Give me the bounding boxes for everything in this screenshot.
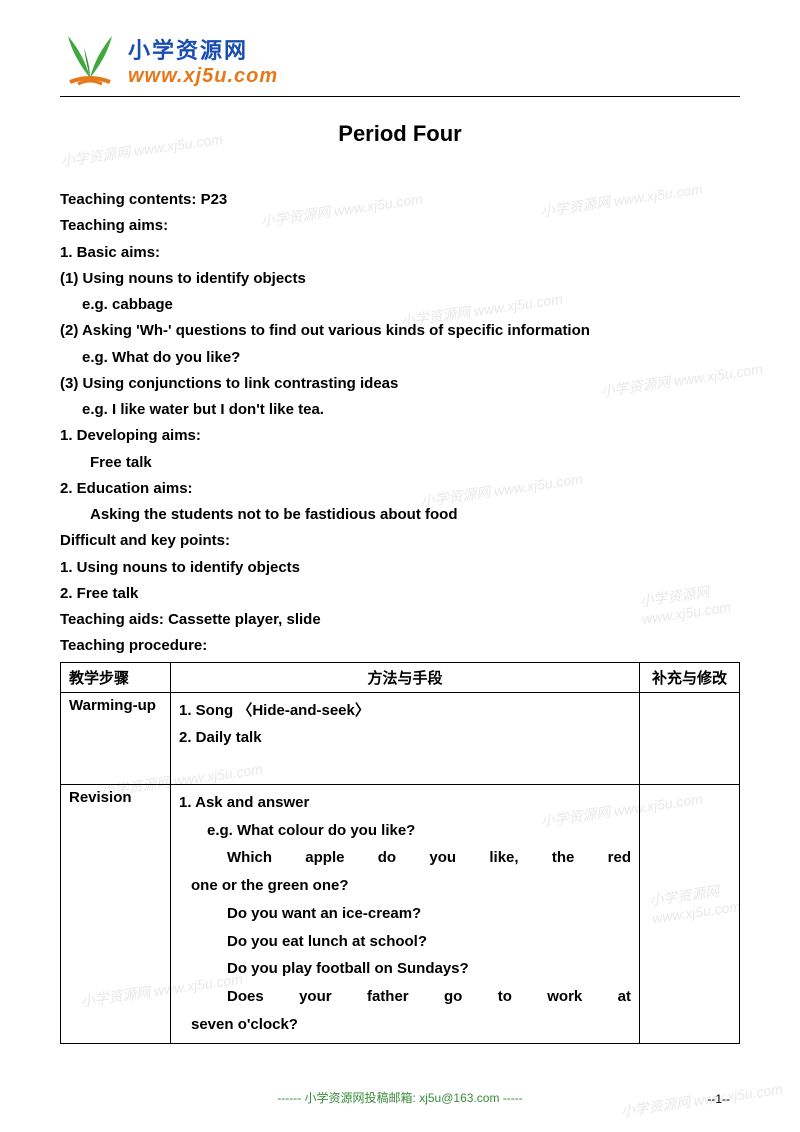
logo-url-text: www.xj5u.com [128,65,278,88]
cell-step: Revision [61,784,171,1043]
teaching-contents: Teaching contents: P23 [60,187,740,213]
method-line: Do you want an ice-cream? [179,900,631,928]
method-line: seven o'clock? [179,1011,631,1039]
cell-notes [640,784,740,1043]
aim-1-example: e.g. cabbage [60,292,740,318]
header-divider [60,96,740,97]
teaching-aids: Teaching aids: Cassette player, slide [60,607,740,633]
developing-aims-label: 1. Developing aims: [60,423,740,449]
education-aims-label: 2. Education aims: [60,476,740,502]
aim-2-example: e.g. What do you like? [60,345,740,371]
difficult-point-2: 2. Free talk [60,581,740,607]
body-text: Teaching contents: P23 Teaching aims: 1.… [60,187,740,660]
method-line: 1. Ask and answer [179,789,631,817]
method-line: Does your father go to work at [179,983,631,1011]
difficult-point-1: 1. Using nouns to identify objects [60,555,740,581]
th-method: 方法与手段 [171,662,640,692]
th-notes: 补充与修改 [640,662,740,692]
page-title: Period Four [60,121,740,147]
logo-area: 小学资源网 www.xj5u.com [60,30,740,90]
table-header-row: 教学步骤 方法与手段 补充与修改 [61,662,740,692]
cell-method: 1. Song 〈Hide-and-seek〉 2. Daily talk [171,692,640,784]
logo-icon [60,30,120,90]
aim-2: (2) Asking 'Wh-' questions to find out v… [60,318,740,344]
method-line: Which apple do you like, the red [179,844,631,872]
method-line: 2. Daily talk [179,724,631,752]
teaching-procedure-label: Teaching procedure: [60,633,740,659]
difficult-key-points-label: Difficult and key points: [60,528,740,554]
table-row: Revision 1. Ask and answer e.g. What col… [61,784,740,1043]
method-line [179,752,631,780]
aim-1: (1) Using nouns to identify objects [60,266,740,292]
developing-aims-content: Free talk [60,450,740,476]
teaching-aims-label: Teaching aims: [60,213,740,239]
th-step: 教学步骤 [61,662,171,692]
logo-cn-text: 小学资源网 [128,33,278,65]
method-line: one or the green one? [179,872,631,900]
cell-step: Warming-up [61,692,171,784]
aim-3-example: e.g. I like water but I don't like tea. [60,397,740,423]
method-line: Do you eat lunch at school? [179,928,631,956]
aim-3: (3) Using conjunctions to link contrasti… [60,371,740,397]
table-row: Warming-up 1. Song 〈Hide-and-seek〉 2. Da… [61,692,740,784]
education-aims-content: Asking the students not to be fastidious… [60,502,740,528]
page-number: --1-- [707,1092,730,1106]
cell-method: 1. Ask and answer e.g. What colour do yo… [171,784,640,1043]
method-line: Do you play football on Sundays? [179,955,631,983]
basic-aims-label: 1. Basic aims: [60,240,740,266]
method-line: 1. Song 〈Hide-and-seek〉 [179,697,631,725]
cell-notes [640,692,740,784]
footer-text: ------ 小学资源网投稿邮箱: xj5u@163.com ----- [0,1089,800,1106]
procedure-table: 教学步骤 方法与手段 补充与修改 Warming-up 1. Song 〈Hid… [60,662,740,1044]
method-line: e.g. What colour do you like? [179,817,631,845]
